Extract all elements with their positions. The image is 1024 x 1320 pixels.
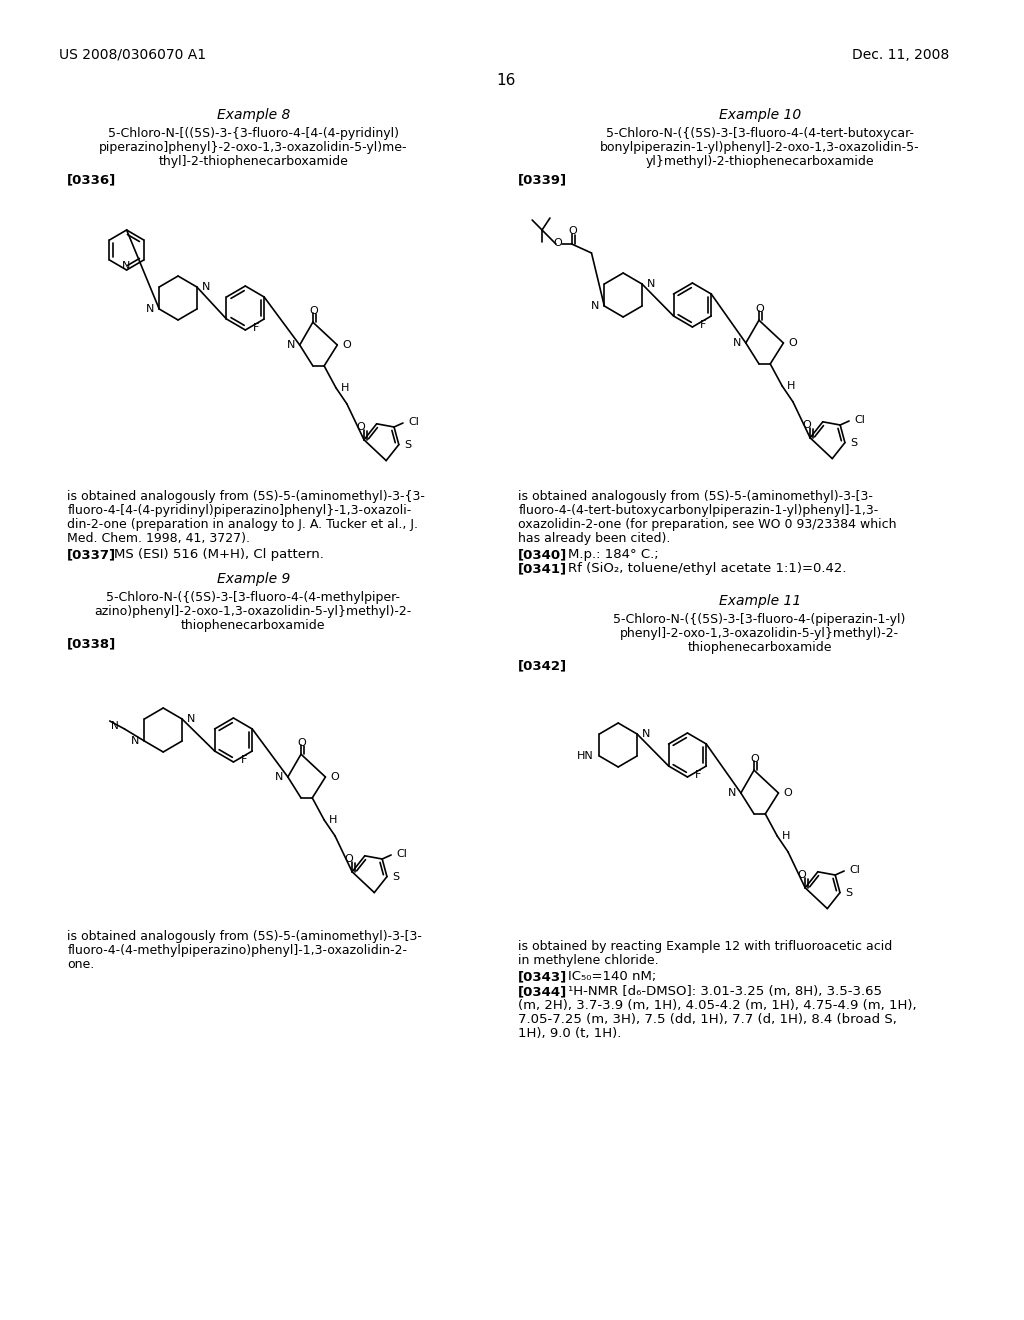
Text: fluoro-4-(4-methylpiperazino)phenyl]-1,3-oxazolidin-2-: fluoro-4-(4-methylpiperazino)phenyl]-1,3… — [68, 944, 408, 957]
Text: [0344]: [0344] — [518, 985, 567, 998]
Text: is obtained analogously from (5S)-5-(aminomethyl)-3-{3-: is obtained analogously from (5S)-5-(ami… — [68, 490, 425, 503]
Text: fluoro-4-[4-(4-pyridinyl)piperazino]phenyl}-1,3-oxazoli-: fluoro-4-[4-(4-pyridinyl)piperazino]phen… — [68, 504, 412, 517]
Text: S: S — [850, 438, 857, 447]
Text: fluoro-4-(4-tert-butoxycarbonylpiperazin-1-yl)phenyl]-1,3-: fluoro-4-(4-tert-butoxycarbonylpiperazin… — [518, 504, 879, 517]
Text: oxazolidin-2-one (for preparation, see WO 0 93/23384 which: oxazolidin-2-one (for preparation, see W… — [518, 517, 897, 531]
Text: IC₅₀=140 nM;: IC₅₀=140 nM; — [567, 970, 656, 983]
Text: O: O — [783, 788, 793, 799]
Text: 5-Chloro-N-[((5S)-3-{3-fluoro-4-[4-(4-pyridinyl): 5-Chloro-N-[((5S)-3-{3-fluoro-4-[4-(4-py… — [108, 127, 398, 140]
Text: 5-Chloro-N-({(5S)-3-[3-fluoro-4-(4-methylpiper-: 5-Chloro-N-({(5S)-3-[3-fluoro-4-(4-methy… — [106, 591, 400, 605]
Text: din-2-one (preparation in analogy to J. A. Tucker et al., J.: din-2-one (preparation in analogy to J. … — [68, 517, 418, 531]
Text: Cl: Cl — [408, 417, 419, 426]
Text: is obtained analogously from (5S)-5-(aminomethyl)-3-[3-: is obtained analogously from (5S)-5-(ami… — [68, 931, 422, 942]
Text: M.p.: 184° C.;: M.p.: 184° C.; — [567, 548, 658, 561]
Text: (m, 2H), 3.7-3.9 (m, 1H), 4.05-4.2 (m, 1H), 4.75-4.9 (m, 1H),: (m, 2H), 3.7-3.9 (m, 1H), 4.05-4.2 (m, 1… — [518, 999, 916, 1012]
Text: F: F — [242, 755, 248, 766]
Text: Example 8: Example 8 — [216, 108, 290, 121]
Text: thyl]-2-thiophenecarboxamide: thyl]-2-thiophenecarboxamide — [159, 154, 348, 168]
Text: Cl: Cl — [854, 414, 865, 425]
Text: F: F — [253, 323, 260, 333]
Text: 5-Chloro-N-({(5S)-3-[3-fluoro-4-(piperazin-1-yl): 5-Chloro-N-({(5S)-3-[3-fluoro-4-(piperaz… — [613, 612, 906, 626]
Text: O: O — [798, 870, 807, 880]
Text: 5-Chloro-N-({(5S)-3-[3-fluoro-4-(4-tert-butoxycar-: 5-Chloro-N-({(5S)-3-[3-fluoro-4-(4-tert-… — [605, 127, 913, 140]
Text: S: S — [845, 887, 852, 898]
Text: O: O — [342, 341, 351, 350]
Text: O: O — [298, 738, 306, 748]
Text: [0338]: [0338] — [68, 638, 117, 649]
Text: Rf (SiO₂, toluene/ethyl acetate 1:1)=0.42.: Rf (SiO₂, toluene/ethyl acetate 1:1)=0.4… — [567, 562, 846, 576]
Text: N: N — [131, 737, 139, 746]
Text: 16: 16 — [497, 73, 516, 88]
Text: 7.05-7.25 (m, 3H), 7.5 (dd, 1H), 7.7 (d, 1H), 8.4 (broad S,: 7.05-7.25 (m, 3H), 7.5 (dd, 1H), 7.7 (d,… — [518, 1012, 897, 1026]
Text: N: N — [202, 282, 210, 292]
Text: piperazino]phenyl}-2-oxo-1,3-oxazolidin-5-yl)me-: piperazino]phenyl}-2-oxo-1,3-oxazolidin-… — [99, 141, 408, 154]
Text: O: O — [331, 772, 339, 781]
Text: O: O — [751, 754, 760, 764]
Text: S: S — [392, 871, 399, 882]
Text: O: O — [309, 306, 318, 317]
Text: N: N — [287, 341, 295, 350]
Text: O: O — [756, 304, 764, 314]
Text: F: F — [695, 770, 701, 780]
Text: [0343]: [0343] — [518, 970, 567, 983]
Text: Med. Chem. 1998, 41, 3727).: Med. Chem. 1998, 41, 3727). — [68, 532, 250, 545]
Text: one.: one. — [68, 958, 94, 972]
Text: [0340]: [0340] — [518, 548, 567, 561]
Text: H: H — [782, 830, 791, 841]
Text: N: N — [642, 729, 650, 739]
Text: thiophenecarboxamide: thiophenecarboxamide — [687, 642, 831, 653]
Text: Cl: Cl — [849, 865, 860, 875]
Text: MS (ESI) 516 (M+H), Cl pattern.: MS (ESI) 516 (M+H), Cl pattern. — [114, 548, 324, 561]
Text: F: F — [700, 319, 707, 330]
Text: S: S — [403, 440, 411, 450]
Text: N: N — [274, 772, 283, 781]
Text: N: N — [591, 301, 599, 312]
Text: H: H — [329, 814, 338, 825]
Text: H: H — [341, 383, 349, 393]
Text: [0341]: [0341] — [518, 562, 567, 576]
Text: thiophenecarboxamide: thiophenecarboxamide — [181, 619, 326, 632]
Text: is obtained analogously from (5S)-5-(aminomethyl)-3-[3-: is obtained analogously from (5S)-5-(ami… — [518, 490, 873, 503]
Text: Example 9: Example 9 — [216, 572, 290, 586]
Text: phenyl]-2-oxo-1,3-oxazolidin-5-yl}methyl)-2-: phenyl]-2-oxo-1,3-oxazolidin-5-yl}methyl… — [621, 627, 899, 640]
Text: O: O — [356, 422, 366, 432]
Text: N: N — [122, 261, 130, 271]
Text: N: N — [187, 714, 196, 723]
Text: N: N — [732, 338, 740, 348]
Text: [0337]: [0337] — [68, 548, 117, 561]
Text: 1H), 9.0 (t, 1H).: 1H), 9.0 (t, 1H). — [518, 1027, 622, 1040]
Text: in methylene chloride.: in methylene chloride. — [518, 954, 658, 968]
Text: yl}methyl)-2-thiophenecarboxamide: yl}methyl)-2-thiophenecarboxamide — [645, 154, 873, 168]
Text: Cl: Cl — [396, 849, 407, 859]
Text: Example 11: Example 11 — [719, 594, 801, 609]
Text: O: O — [803, 420, 811, 430]
Text: N: N — [145, 304, 155, 314]
Text: O: O — [568, 226, 578, 236]
Text: N: N — [111, 721, 119, 731]
Text: bonylpiperazin-1-yl)phenyl]-2-oxo-1,3-oxazolidin-5-: bonylpiperazin-1-yl)phenyl]-2-oxo-1,3-ox… — [600, 141, 920, 154]
Text: [0342]: [0342] — [518, 659, 567, 672]
Text: [0336]: [0336] — [68, 173, 117, 186]
Text: is obtained by reacting Example 12 with trifluoroacetic acid: is obtained by reacting Example 12 with … — [518, 940, 893, 953]
Text: has already been cited).: has already been cited). — [518, 532, 671, 545]
Text: Dec. 11, 2008: Dec. 11, 2008 — [852, 48, 949, 62]
Text: N: N — [647, 279, 655, 289]
Text: azino)phenyl]-2-oxo-1,3-oxazolidin-5-yl}methyl)-2-: azino)phenyl]-2-oxo-1,3-oxazolidin-5-yl}… — [94, 605, 412, 618]
Text: O: O — [788, 338, 797, 348]
Text: Example 10: Example 10 — [719, 108, 801, 121]
Text: [0339]: [0339] — [518, 173, 567, 186]
Text: ¹H-NMR [d₆-DMSO]: 3.01-3.25 (m, 8H), 3.5-3.65: ¹H-NMR [d₆-DMSO]: 3.01-3.25 (m, 8H), 3.5… — [567, 985, 882, 998]
Text: H: H — [787, 381, 796, 391]
Text: O: O — [554, 238, 562, 248]
Text: N: N — [727, 788, 736, 799]
Text: O: O — [345, 854, 353, 863]
Text: HN: HN — [577, 751, 594, 762]
Text: US 2008/0306070 A1: US 2008/0306070 A1 — [59, 48, 207, 62]
